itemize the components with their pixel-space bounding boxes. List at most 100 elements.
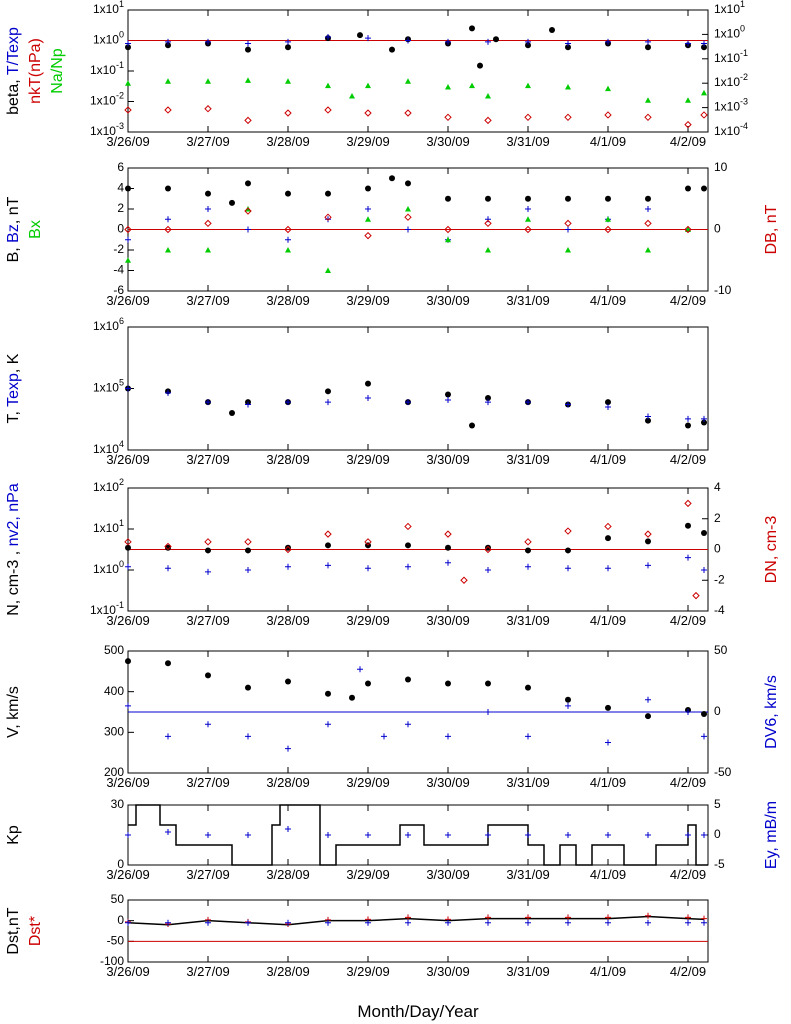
data-point: [229, 199, 235, 206]
x-tick-label: 3/31/09: [506, 867, 549, 882]
data-point: [525, 38, 531, 45]
data-point: [324, 530, 332, 538]
data-point: [125, 563, 131, 570]
data-point: [444, 113, 452, 122]
y-right-tick-label: 1x100: [714, 24, 745, 41]
data-point: [701, 415, 707, 422]
y-axis-label-2: nkT(nPa): [27, 38, 44, 104]
data-point: [524, 538, 532, 546]
data-point: [324, 106, 332, 114]
data-point: [525, 195, 531, 202]
x-tick-label: 3/30/09: [426, 452, 469, 467]
data-point: [245, 46, 251, 53]
plot-frame: [127, 804, 709, 866]
data-point: [365, 35, 371, 42]
data-point: [644, 219, 652, 228]
x-tick-label: 3/26/09: [106, 293, 149, 308]
data-point: [565, 832, 571, 838]
series-line: [127, 915, 705, 926]
data-point: [165, 216, 171, 223]
x-tick-label: 3/31/09: [506, 775, 549, 790]
data-point: [565, 696, 571, 703]
data-point: [565, 702, 571, 709]
y-right-tick-label: 0: [714, 542, 721, 556]
data-point: [125, 919, 131, 926]
data-point: [285, 826, 291, 832]
data-point: [685, 914, 691, 921]
data-point: [349, 92, 355, 99]
data-point: [605, 914, 611, 921]
data-point: [645, 44, 651, 51]
y-left-tick-label: 0: [117, 857, 124, 871]
y-axis-label: V, km/s: [5, 686, 22, 738]
data-point: [605, 404, 611, 411]
x-tick-label: 4/1/09: [590, 964, 626, 979]
y-axis-label: T, Texp, K: [5, 353, 22, 423]
data-point: [165, 78, 171, 84]
y-left-tick-label: -4: [113, 263, 124, 277]
data-point: [644, 113, 652, 122]
data-point: [205, 721, 211, 728]
y-right-tick-label: 0: [714, 704, 721, 718]
data-point: [205, 832, 211, 838]
y-right-tick-label: 1x10-4: [714, 121, 748, 138]
data-point: [445, 195, 451, 202]
data-point: [485, 216, 491, 223]
data-point: [164, 542, 172, 551]
data-point: [245, 226, 251, 233]
data-point: [645, 538, 651, 545]
data-point: [164, 106, 172, 114]
data-point: [645, 832, 651, 838]
x-tick-label: 3/27/09: [186, 452, 229, 467]
data-point: [565, 919, 571, 926]
y-left-tick-label: 2: [117, 201, 124, 215]
data-point: [701, 419, 707, 426]
data-point: [325, 919, 331, 926]
data-point: [165, 42, 171, 49]
data-point: [325, 690, 331, 697]
x-tick-label: 3/31/09: [506, 452, 549, 467]
data-point: [485, 195, 491, 202]
y-left-tick-label: 400: [104, 684, 124, 698]
x-tick-label: 3/28/09: [266, 134, 309, 149]
x-tick-label: 3/31/09: [506, 134, 549, 149]
data-point: [645, 562, 651, 569]
data-point: [525, 563, 531, 570]
y-left-tick-label: 0: [117, 913, 124, 927]
data-point: [445, 236, 451, 243]
data-point: [205, 547, 211, 554]
data-point: [685, 832, 691, 838]
data-point: [565, 226, 571, 233]
y-left-tick-label: 1x10-1: [90, 60, 124, 77]
data-point: [445, 397, 451, 404]
data-point: [685, 709, 691, 715]
data-point: [685, 415, 691, 422]
data-point: [605, 195, 611, 202]
series-kp-0: [128, 804, 708, 866]
data-point: [445, 919, 451, 926]
data-point: [405, 832, 411, 838]
y-axis-label-right: DB, nT: [763, 204, 780, 254]
data-point: [244, 207, 252, 215]
x-tick-label: 4/2/09: [670, 775, 706, 790]
y-axis-label: Dst,nT: [5, 907, 22, 954]
x-tick-label: 4/2/09: [670, 613, 706, 628]
data-point: [685, 554, 691, 561]
x-tick-label: 3/29/09: [346, 775, 389, 790]
x-tick-label: 4/1/09: [590, 134, 626, 149]
data-point: [165, 660, 171, 667]
data-point: [405, 226, 411, 233]
data-point: [485, 832, 491, 838]
data-point: [645, 38, 651, 45]
panel-beta: 3/26/09 3/27/09 3/28/09 3/29/09 3/30/09 3/31/…: [5, 0, 748, 149]
data-point: [245, 733, 251, 740]
data-point: [525, 42, 531, 49]
series-bfield-2: [125, 206, 691, 273]
data-point: [645, 206, 651, 212]
x-tick-label: 3/28/09: [266, 775, 309, 790]
data-point: [205, 190, 211, 197]
data-point: [701, 529, 707, 536]
data-point: [325, 542, 331, 549]
data-point: [477, 62, 483, 69]
data-point: [244, 538, 252, 546]
